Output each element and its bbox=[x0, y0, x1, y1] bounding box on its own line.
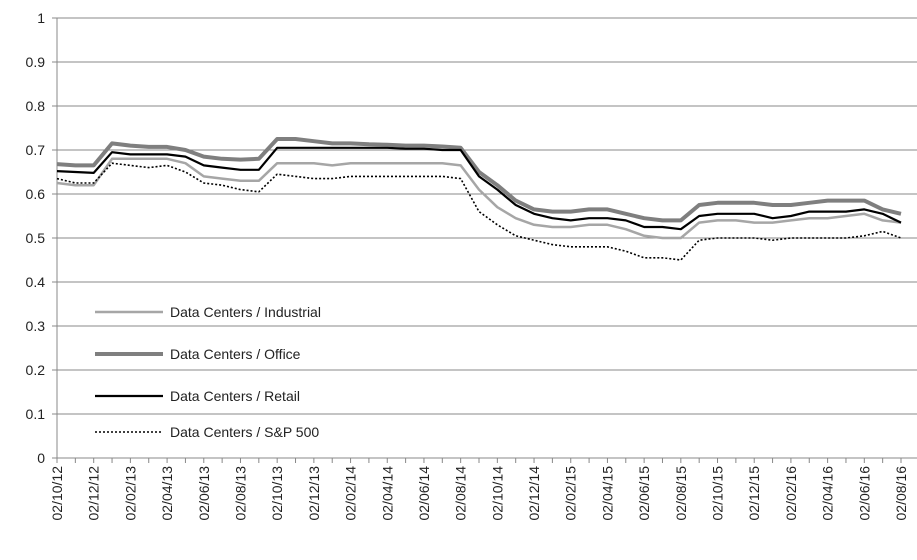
x-tick-label: 02/02/15 bbox=[563, 466, 579, 521]
y-tick-label: 0.5 bbox=[26, 230, 46, 246]
y-tick-label: 0.7 bbox=[26, 142, 46, 158]
legend-label: Data Centers / Industrial bbox=[170, 304, 321, 320]
y-tick-label: 0.6 bbox=[26, 186, 46, 202]
x-tick-label: 02/12/13 bbox=[306, 466, 322, 521]
x-tick-label: 02/04/15 bbox=[599, 466, 615, 521]
y-tick-label: 0.1 bbox=[26, 406, 46, 422]
x-tick-label: 02/02/14 bbox=[343, 466, 359, 521]
x-tick-label: 02/10/14 bbox=[489, 466, 505, 521]
y-tick-label: 0.3 bbox=[26, 318, 46, 334]
series-line bbox=[56, 137, 902, 223]
x-tick-label: 02/04/14 bbox=[379, 466, 395, 521]
x-tick-label: 02/12/14 bbox=[526, 466, 542, 521]
x-tick-label: 02/12/15 bbox=[746, 466, 762, 521]
x-tick-label: 02/12/12 bbox=[86, 466, 102, 521]
x-tick-label: 02/06/16 bbox=[856, 466, 872, 521]
x-tick-label: 02/08/13 bbox=[232, 466, 248, 521]
x-tick-label: 02/10/15 bbox=[710, 466, 726, 521]
x-tick-label: 02/08/15 bbox=[673, 466, 689, 521]
legend-label: Data Centers / S&P 500 bbox=[170, 424, 319, 440]
legend-label: Data Centers / Retail bbox=[170, 388, 300, 404]
x-tick-label: 02/08/16 bbox=[893, 466, 909, 521]
x-tick-label: 02/06/14 bbox=[416, 466, 432, 521]
x-tick-label: 02/04/13 bbox=[159, 466, 175, 521]
y-tick-label: 1 bbox=[37, 10, 45, 26]
y-tick-label: 0.9 bbox=[26, 54, 46, 70]
series-line bbox=[56, 146, 902, 231]
x-tick-label: 02/06/15 bbox=[636, 466, 652, 521]
x-tick-label: 02/10/12 bbox=[49, 466, 65, 521]
x-tick-label: 02/10/13 bbox=[269, 466, 285, 521]
x-tick-label: 02/02/16 bbox=[783, 466, 799, 521]
x-tick-label: 02/02/13 bbox=[122, 466, 138, 521]
y-tick-label: 0.4 bbox=[26, 274, 46, 290]
x-tick-label: 02/06/13 bbox=[196, 466, 212, 521]
series-line bbox=[56, 162, 902, 261]
series-line bbox=[56, 157, 902, 240]
y-tick-label: 0.2 bbox=[26, 362, 46, 378]
y-tick-label: 0 bbox=[37, 450, 45, 466]
x-tick-label: 02/04/16 bbox=[820, 466, 836, 521]
x-tick-label: 02/08/14 bbox=[453, 466, 469, 521]
y-tick-label: 0.8 bbox=[26, 98, 46, 114]
legend-label: Data Centers / Office bbox=[170, 346, 301, 362]
